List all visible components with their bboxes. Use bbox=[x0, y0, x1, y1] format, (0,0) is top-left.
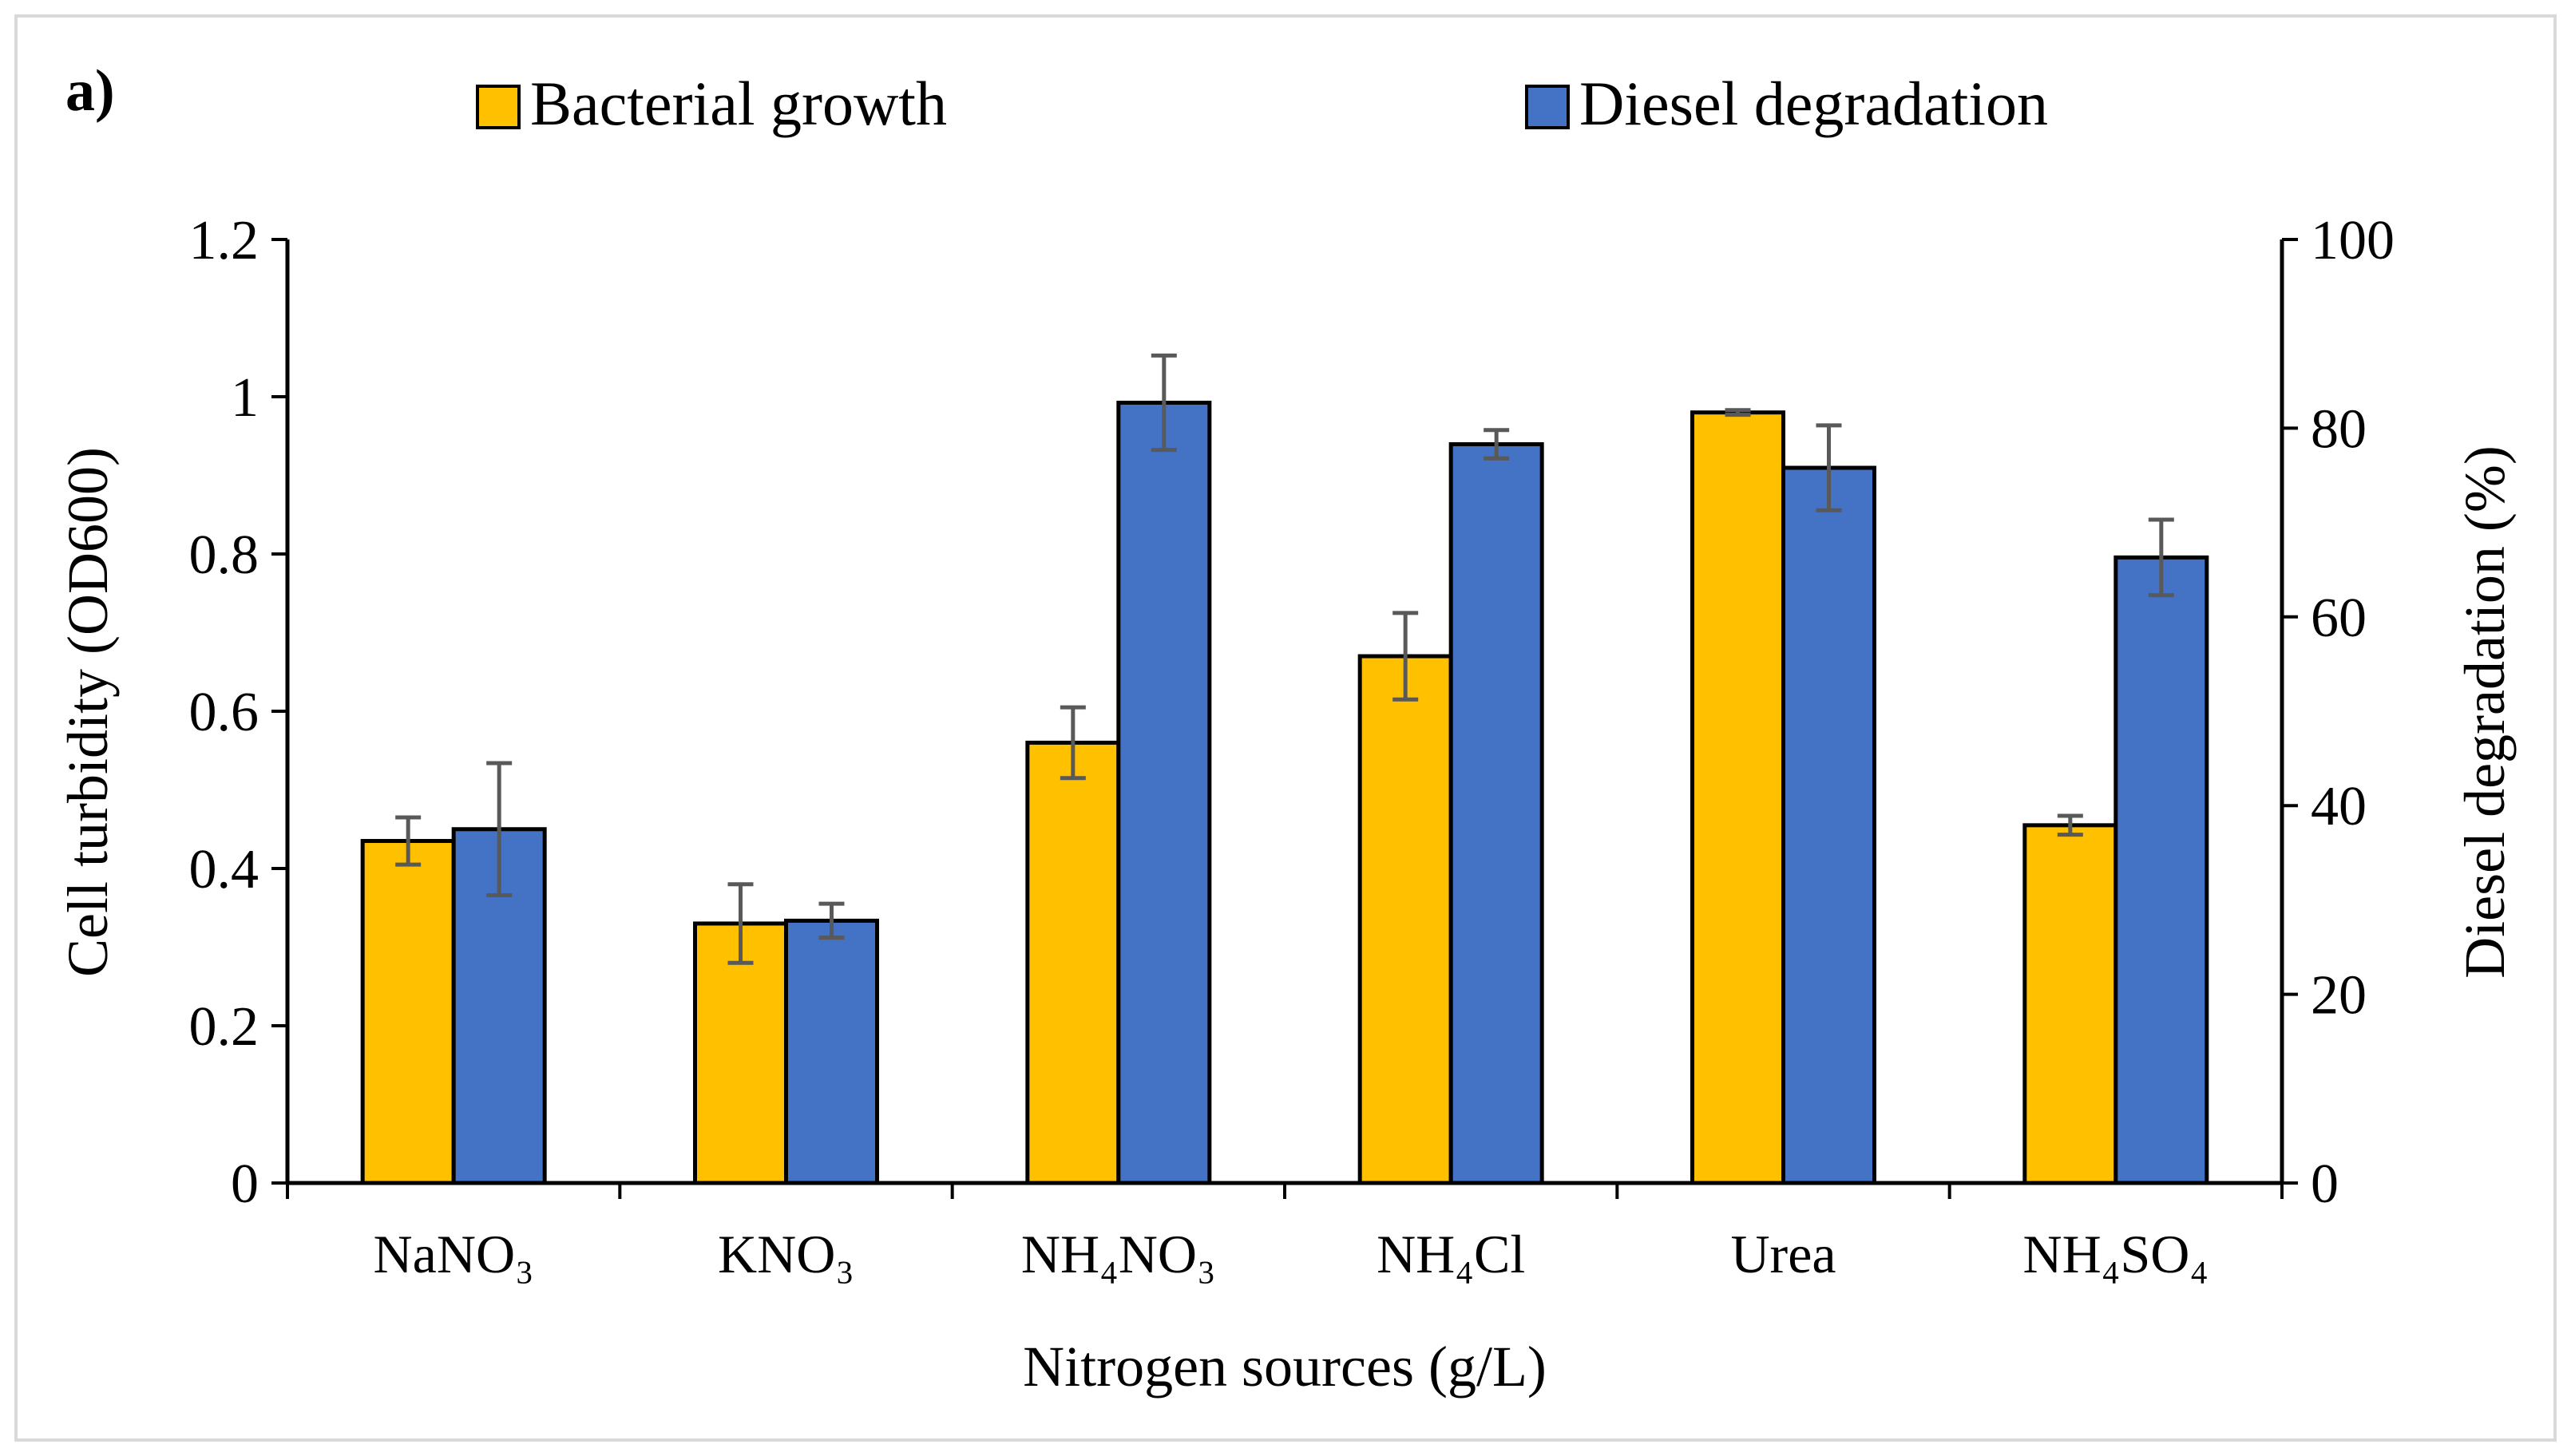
bar-bacterial-growth-nano3 bbox=[360, 839, 456, 1185]
x-tick-label-nh4so4: NH₄SO₄ bbox=[2023, 1224, 2209, 1284]
left-y-tick-label: 0 bbox=[231, 1153, 259, 1215]
x-tick-label-kno3: KNO₃ bbox=[718, 1224, 854, 1284]
bar-diesel-degradation-nano3 bbox=[451, 827, 547, 1185]
right-y-tick-label: 80 bbox=[2311, 398, 2367, 460]
x-axis: NaNO₃ KNO₃ NH₄NO₃ NH₄Cl Urea NH₄SO₄ bbox=[286, 1183, 2284, 1284]
right-y-axis: 0 20 40 60 80 100 bbox=[2282, 210, 2395, 1215]
legend-swatch-diesel-degradation bbox=[1525, 85, 1570, 129]
bar-bacterial-growth-nh4cl bbox=[1357, 654, 1453, 1185]
left-y-tick-label: 0.8 bbox=[189, 524, 259, 586]
right-y-tick-label: 20 bbox=[2311, 965, 2367, 1027]
x-tick-label-nh4cl: NH₄Cl bbox=[1377, 1224, 1525, 1284]
panel-label: a) bbox=[65, 58, 115, 124]
right-y-axis-title: Diesel degradation (%) bbox=[2453, 445, 2517, 979]
left-y-tick-label: 0.2 bbox=[189, 996, 259, 1058]
bar-series bbox=[360, 400, 2209, 1185]
error-bars bbox=[395, 353, 2174, 965]
left-y-tick-label: 1.2 bbox=[189, 210, 259, 271]
legend: Bacterial growth Diesel degradation bbox=[476, 69, 2048, 138]
legend-label-diesel-degradation: Diesel degradation bbox=[1579, 69, 2048, 138]
x-tick-label-urea: Urea bbox=[1730, 1224, 1836, 1284]
right-y-tick-label: 100 bbox=[2311, 210, 2395, 271]
bar-bacterial-growth-nh4so4 bbox=[2022, 823, 2118, 1185]
bar-diesel-degradation-nh4cl bbox=[1448, 441, 1544, 1185]
legend-swatch-bacterial-growth bbox=[476, 85, 521, 129]
left-y-axis: 0 0.2 0.4 0.6 0.8 1 1.2 bbox=[189, 210, 287, 1215]
right-y-tick-label: 40 bbox=[2311, 776, 2367, 837]
bar-diesel-degradation-urea bbox=[1781, 465, 1876, 1185]
bar-bacterial-growth-nh4no3 bbox=[1025, 740, 1121, 1185]
bar-diesel-degradation-nh4no3 bbox=[1116, 400, 1212, 1185]
bar-bacterial-growth-urea bbox=[1690, 410, 1785, 1185]
legend-label-bacterial-growth: Bacterial growth bbox=[530, 69, 947, 138]
left-y-tick-label: 0.6 bbox=[189, 682, 259, 743]
bar-diesel-degradation-kno3 bbox=[784, 918, 879, 1185]
left-y-axis-title: Cell turbidity (OD600) bbox=[56, 447, 120, 977]
left-y-tick-label: 0.4 bbox=[189, 839, 259, 900]
x-tick-label-nh4no3: NH₄NO₃ bbox=[1021, 1224, 1216, 1284]
left-y-tick-label: 1 bbox=[231, 367, 259, 429]
bar-diesel-degradation-nh4so4 bbox=[2113, 555, 2209, 1185]
x-axis-title: Nitrogen sources (g/L) bbox=[1023, 1335, 1547, 1399]
right-y-tick-label: 0 bbox=[2311, 1153, 2339, 1215]
bar-bacterial-growth-kno3 bbox=[693, 921, 788, 1185]
right-y-tick-label: 60 bbox=[2311, 588, 2367, 649]
x-tick-label-nano3: NaNO₃ bbox=[374, 1224, 534, 1284]
